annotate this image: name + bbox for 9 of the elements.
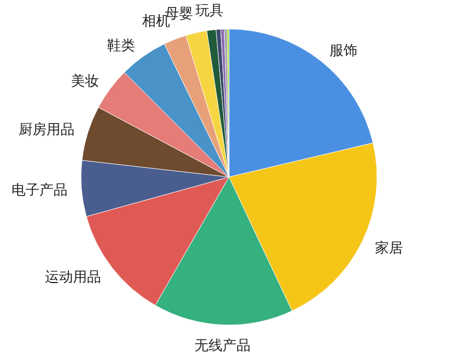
slice-label: 运动用品 — [44, 269, 101, 286]
slice-label: 美妆 — [70, 74, 99, 90]
slice-label: 电子产品 — [12, 182, 68, 199]
slice-label: 玩具 — [196, 3, 224, 20]
slice-label: 鞋类 — [107, 38, 136, 54]
slice-label: 家居 — [374, 240, 403, 256]
slice-label: 厨房用品 — [18, 122, 74, 138]
slice-label: 服饰 — [329, 42, 358, 59]
slice-label: 无线产品 — [194, 338, 250, 354]
